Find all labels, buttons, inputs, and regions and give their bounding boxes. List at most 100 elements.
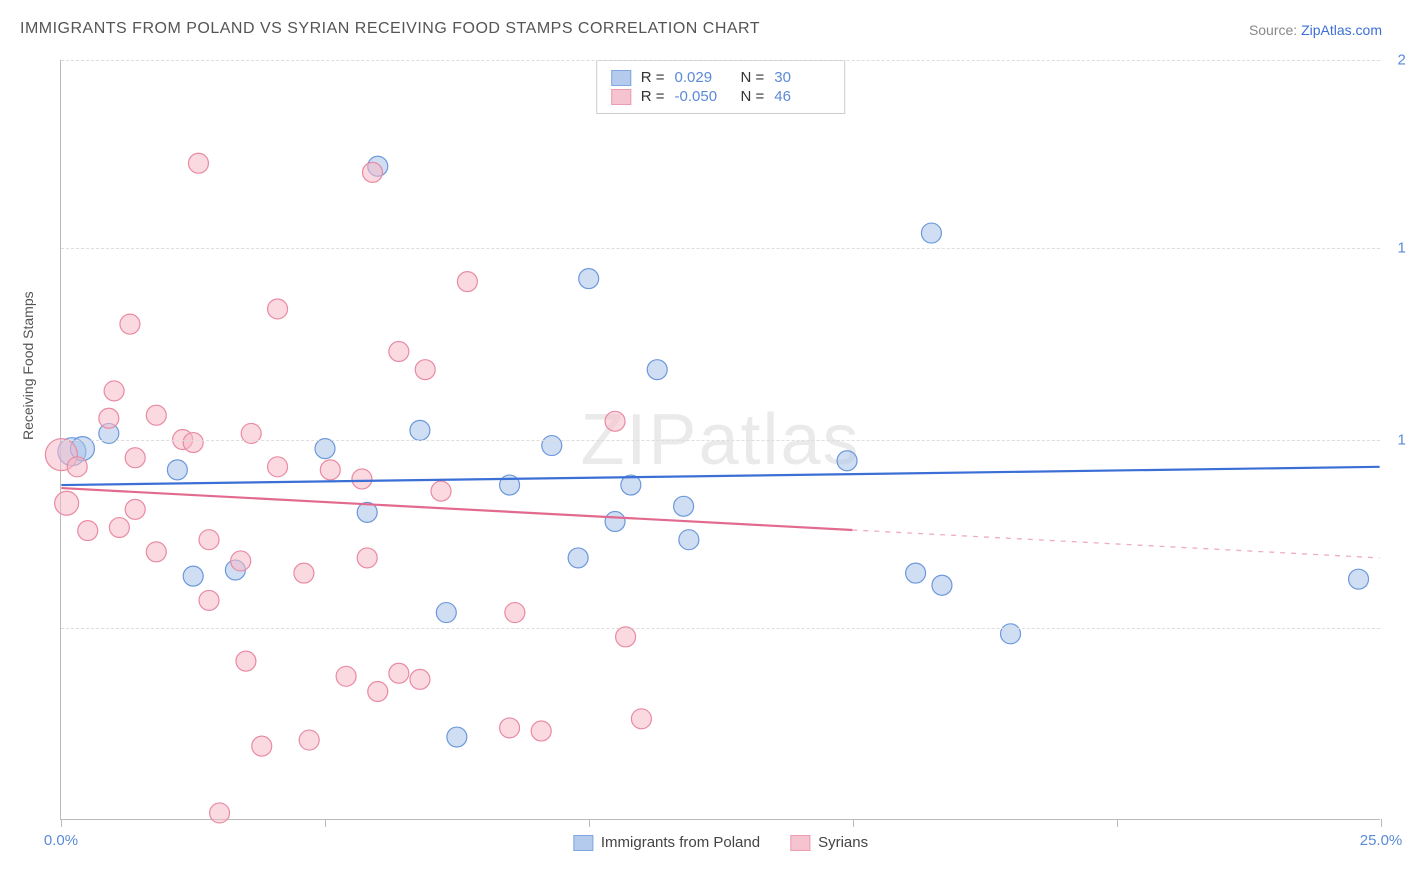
gridline (61, 628, 1380, 629)
chart-title: IMMIGRANTS FROM POLAND VS SYRIAN RECEIVI… (20, 20, 760, 38)
data-point (236, 651, 256, 671)
n-label: N = (741, 88, 765, 105)
x-tick (589, 819, 590, 827)
data-point (447, 727, 467, 747)
data-point (199, 530, 219, 550)
data-point (568, 548, 588, 568)
data-point (457, 272, 477, 292)
source-label: Source: (1249, 22, 1297, 38)
legend-series: Immigrants from Poland Syrians (573, 834, 868, 851)
data-point (932, 575, 952, 595)
trend-line (61, 467, 1379, 485)
x-tick (325, 819, 326, 827)
x-tick (853, 819, 854, 827)
data-point (415, 360, 435, 380)
data-point (531, 721, 551, 741)
data-point (99, 408, 119, 428)
data-point (125, 448, 145, 468)
data-point (431, 481, 451, 501)
data-point (605, 411, 625, 431)
data-point (78, 521, 98, 541)
data-point (268, 457, 288, 477)
legend-swatch (611, 70, 631, 86)
data-point (647, 360, 667, 380)
data-point (362, 162, 382, 182)
data-point (505, 603, 525, 623)
data-point (605, 511, 625, 531)
data-point (67, 457, 87, 477)
legend-swatch (611, 89, 631, 105)
data-point (167, 460, 187, 480)
data-point (837, 451, 857, 471)
gridline (61, 248, 1380, 249)
data-point (210, 803, 230, 823)
legend-swatch (573, 835, 593, 851)
legend-label: Immigrants from Poland (601, 834, 760, 851)
trend-line (61, 488, 852, 530)
legend-item: Syrians (790, 834, 868, 851)
data-point (616, 627, 636, 647)
data-point (1001, 624, 1021, 644)
data-point (410, 420, 430, 440)
gridline (61, 440, 1380, 441)
x-tick-label: 0.0% (44, 832, 78, 849)
data-point (146, 542, 166, 562)
data-point (231, 551, 251, 571)
data-point (55, 491, 79, 515)
data-point (921, 223, 941, 243)
data-point (631, 709, 651, 729)
y-tick-label: 12.5% (1385, 432, 1406, 449)
plot-area: ZIPatlas R = 0.029 N = 30 R = -0.050 N =… (60, 60, 1380, 820)
y-tick-label: 6.3% (1385, 620, 1406, 637)
y-axis-label: Receiving Food Stamps (20, 291, 36, 440)
data-point (109, 518, 129, 538)
r-value: 0.029 (675, 69, 731, 86)
x-tick-label: 25.0% (1360, 832, 1403, 849)
x-tick (1117, 819, 1118, 827)
n-value: 30 (774, 69, 830, 86)
data-point (906, 563, 926, 583)
y-tick-label: 25.0% (1385, 52, 1406, 69)
n-label: N = (741, 69, 765, 86)
data-point (1349, 569, 1369, 589)
data-point (410, 669, 430, 689)
legend-label: Syrians (818, 834, 868, 851)
x-tick (1381, 819, 1382, 827)
data-point (120, 314, 140, 334)
data-point (320, 460, 340, 480)
legend-swatch (790, 835, 810, 851)
data-point (368, 682, 388, 702)
data-point (299, 730, 319, 750)
gridline (61, 60, 1380, 61)
data-point (146, 405, 166, 425)
data-point (183, 433, 203, 453)
data-point (336, 666, 356, 686)
data-point (679, 530, 699, 550)
data-point (357, 548, 377, 568)
data-point (188, 153, 208, 173)
legend-row: R = -0.050 N = 46 (611, 88, 831, 105)
data-point (389, 341, 409, 361)
data-point (500, 718, 520, 738)
legend-item: Immigrants from Poland (573, 834, 760, 851)
r-label: R = (641, 88, 665, 105)
data-point (352, 469, 372, 489)
source-attribution: Source: ZipAtlas.com (1249, 22, 1382, 38)
legend-row: R = 0.029 N = 30 (611, 69, 831, 86)
data-point (199, 590, 219, 610)
data-point (294, 563, 314, 583)
x-tick (61, 819, 62, 827)
data-point (436, 603, 456, 623)
data-point (268, 299, 288, 319)
data-point (315, 439, 335, 459)
data-point (252, 736, 272, 756)
legend-correlation: R = 0.029 N = 30 R = -0.050 N = 46 (596, 60, 846, 114)
trend-line-extrapolated (852, 530, 1379, 558)
n-value: 46 (774, 88, 830, 105)
data-point (389, 663, 409, 683)
data-point (579, 269, 599, 289)
data-point (183, 566, 203, 586)
r-label: R = (641, 69, 665, 86)
data-point (104, 381, 124, 401)
source-link[interactable]: ZipAtlas.com (1301, 22, 1382, 38)
